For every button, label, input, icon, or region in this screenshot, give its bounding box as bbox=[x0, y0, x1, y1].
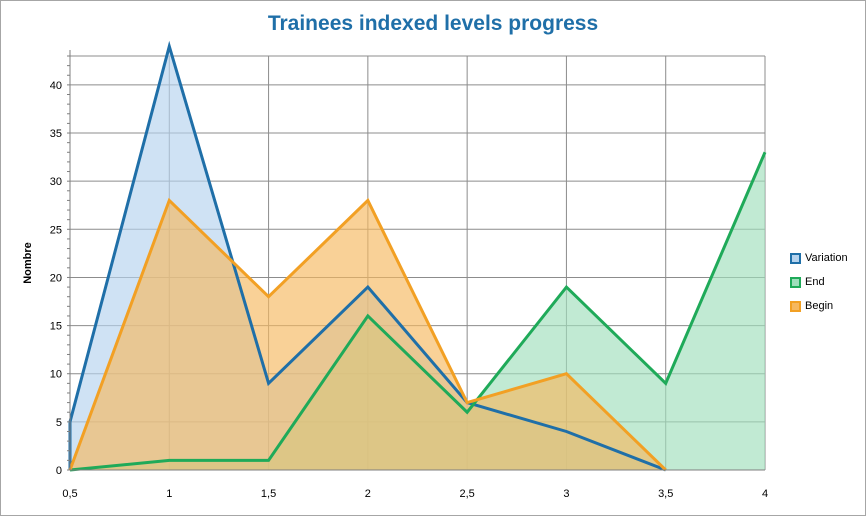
line-end bbox=[69, 151, 767, 472]
x-tick-label: 1,5 bbox=[261, 488, 276, 500]
area-end bbox=[70, 152, 765, 471]
y-tick-label: 10 bbox=[50, 369, 62, 381]
x-tick-label: 3 bbox=[563, 488, 569, 500]
y-tick-label: 30 bbox=[50, 176, 62, 188]
y-tick-label: 25 bbox=[50, 224, 62, 236]
y-axis-label: Nombre bbox=[22, 242, 34, 284]
y-tick-label: 35 bbox=[50, 128, 62, 140]
x-tick-label: 0,5 bbox=[62, 488, 77, 500]
x-tick-label: 3,5 bbox=[658, 488, 673, 500]
legend-label-variation: Variation bbox=[805, 252, 848, 264]
legend-label-begin: Begin bbox=[805, 300, 834, 312]
line-begin bbox=[68, 197, 667, 472]
y-tick-label: 0 bbox=[56, 465, 62, 477]
line-variation bbox=[68, 40, 667, 472]
x-tick-label: 2 bbox=[365, 488, 371, 500]
y-tick-label: 20 bbox=[50, 272, 62, 284]
chart-title: Trainees indexed levels progress bbox=[267, 12, 599, 35]
chart-legend: Variation End Begin bbox=[790, 246, 848, 318]
legend-item-variation: Variation bbox=[790, 246, 848, 270]
area-begin bbox=[70, 200, 666, 470]
x-tick-label: 1 bbox=[166, 488, 172, 500]
y-tick-label: 40 bbox=[50, 80, 62, 92]
legend-swatch-variation bbox=[790, 252, 801, 264]
legend-label-end: End bbox=[805, 276, 825, 288]
legend-item-end: End bbox=[790, 270, 848, 294]
legend-item-begin: Begin bbox=[790, 294, 848, 318]
y-tick-label: 15 bbox=[50, 321, 62, 333]
y-tick-label: 5 bbox=[56, 417, 62, 429]
legend-swatch-end bbox=[790, 276, 801, 288]
x-tick-label: 2,5 bbox=[459, 488, 474, 500]
legend-swatch-begin bbox=[790, 300, 801, 312]
x-tick-label: 4 bbox=[762, 488, 768, 500]
